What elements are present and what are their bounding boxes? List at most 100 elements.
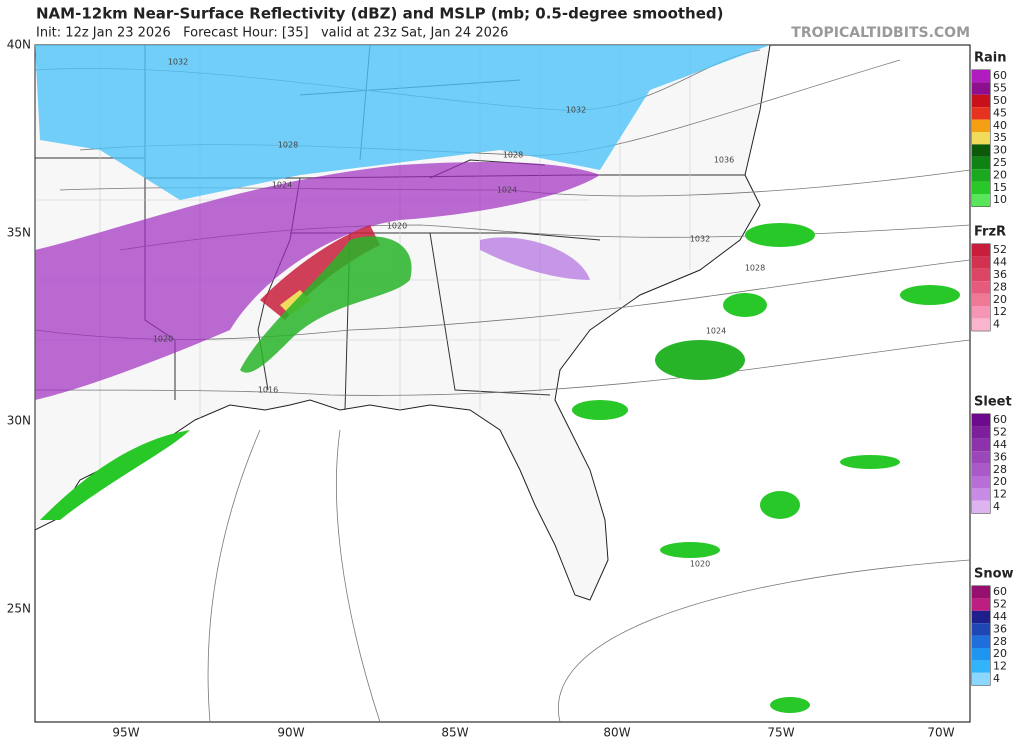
legend-swatch xyxy=(972,648,990,661)
lon-label: 95W xyxy=(112,726,139,740)
legend-swatch xyxy=(972,426,990,439)
legend-value: 4 xyxy=(993,672,1000,685)
legend-value: 50 xyxy=(993,94,1007,107)
legend-value: 30 xyxy=(993,144,1007,157)
legend-swatch xyxy=(972,318,990,331)
legend-swatch xyxy=(972,476,990,489)
legend-swatch xyxy=(972,82,990,95)
isobar-label: 1016 xyxy=(258,386,278,395)
legend-value: 20 xyxy=(993,475,1007,488)
legend-value: 10 xyxy=(993,193,1007,206)
legend-value: 55 xyxy=(993,82,1007,95)
map xyxy=(34,44,971,723)
lat-label: 35N xyxy=(7,226,31,240)
legend-value: 12 xyxy=(993,488,1007,501)
legend-value: 44 xyxy=(993,438,1007,451)
legend-value: 45 xyxy=(993,106,1007,119)
lon-label: 70W xyxy=(927,726,954,740)
legend-swatch xyxy=(972,488,990,501)
legend-swatch xyxy=(972,635,990,648)
legend-value: 12 xyxy=(993,305,1007,318)
legend-value: 52 xyxy=(993,426,1007,439)
legend-swatch xyxy=(972,463,990,476)
isobar-label: 1024 xyxy=(706,327,726,336)
legend-swatch xyxy=(972,181,990,194)
legend-value: 36 xyxy=(993,622,1007,635)
legend-value: 36 xyxy=(993,268,1007,281)
lat-label: 30N xyxy=(7,414,31,428)
legend-value: 20 xyxy=(993,293,1007,306)
legend-swatch xyxy=(972,598,990,611)
lon-label: 75W xyxy=(767,726,794,740)
lat-label: 40N xyxy=(7,38,31,52)
legend-swatch xyxy=(972,244,990,257)
legend-swatch xyxy=(972,672,990,686)
legend-value: 25 xyxy=(993,156,1007,169)
legend-swatch xyxy=(972,119,990,132)
legend-value: 28 xyxy=(993,635,1007,648)
credit: TROPICALTIDBITS.COM xyxy=(791,25,970,41)
legend-swatch xyxy=(972,586,990,599)
legend-value: 12 xyxy=(993,660,1007,673)
legend-swatch xyxy=(972,70,990,83)
legend-value: 20 xyxy=(993,168,1007,181)
isobar-label: 1032 xyxy=(168,58,188,67)
legend-swatch xyxy=(972,169,990,182)
legend-value: 60 xyxy=(993,69,1007,82)
isobar-label: 1020 xyxy=(690,560,710,569)
lon-label: 90W xyxy=(277,726,304,740)
legend-value: 20 xyxy=(993,647,1007,660)
legend-title: Snow xyxy=(974,567,1014,582)
legend-value: 28 xyxy=(993,463,1007,476)
legend-value: 52 xyxy=(993,598,1007,611)
precipitation xyxy=(35,45,960,713)
legend-swatch xyxy=(972,451,990,464)
legend-swatch xyxy=(972,623,990,636)
legend-swatch xyxy=(972,256,990,269)
subtitle: Init: 12z Jan 23 2026 Forecast Hour: [35… xyxy=(36,26,508,41)
title: NAM-12km Near-Surface Reflectivity (dBZ)… xyxy=(36,5,724,23)
legend-swatch xyxy=(972,281,990,294)
legend-value: 40 xyxy=(993,119,1007,132)
lat-label: 25N xyxy=(7,602,31,616)
isobar-label: 1024 xyxy=(272,181,292,190)
legend-value: 15 xyxy=(993,181,1007,194)
legend-swatch xyxy=(972,610,990,624)
legend-swatch xyxy=(972,660,990,673)
legend-value: 52 xyxy=(993,243,1007,256)
isobar-label: 1032 xyxy=(690,235,710,244)
legend-swatch xyxy=(972,438,990,452)
isobar-label: 1028 xyxy=(503,151,523,160)
legend-swatch xyxy=(972,156,990,170)
isobar-label: 1036 xyxy=(714,156,734,165)
legend-value: 35 xyxy=(993,131,1007,144)
legend-swatch xyxy=(972,132,990,145)
legend-value: 28 xyxy=(993,280,1007,293)
legend-swatch xyxy=(972,94,990,108)
legend-value: 44 xyxy=(993,256,1007,269)
legend-title: FrzR xyxy=(974,225,1006,240)
legend-swatch xyxy=(972,500,990,514)
legend-value: 4 xyxy=(993,500,1000,513)
legend-value: 60 xyxy=(993,413,1007,426)
legend-title: Sleet xyxy=(974,395,1012,410)
legend-swatch xyxy=(972,293,990,306)
map-labels: 40N 35N 30N 25N 95W 90W 85W 80W 75W 70W 1032 1032 10… xyxy=(7,38,955,740)
legend-swatch xyxy=(972,306,990,319)
lon-label: 80W xyxy=(603,726,630,740)
isobar-label: 1032 xyxy=(566,106,586,115)
legend-swatch xyxy=(972,194,990,207)
legend-swatch xyxy=(972,144,990,157)
legend-swatch xyxy=(972,414,990,427)
legend-swatch xyxy=(972,268,990,282)
legend-title: Rain xyxy=(974,51,1007,66)
lon-label: 85W xyxy=(441,726,468,740)
legend-swatch xyxy=(972,107,990,120)
legend: Rain6055504540353025201510FrzR5244362820… xyxy=(971,51,1014,686)
isobar-label: 1028 xyxy=(278,141,298,150)
legend-value: 36 xyxy=(993,450,1007,463)
legend-value: 4 xyxy=(993,318,1000,331)
legend-value: 60 xyxy=(993,585,1007,598)
